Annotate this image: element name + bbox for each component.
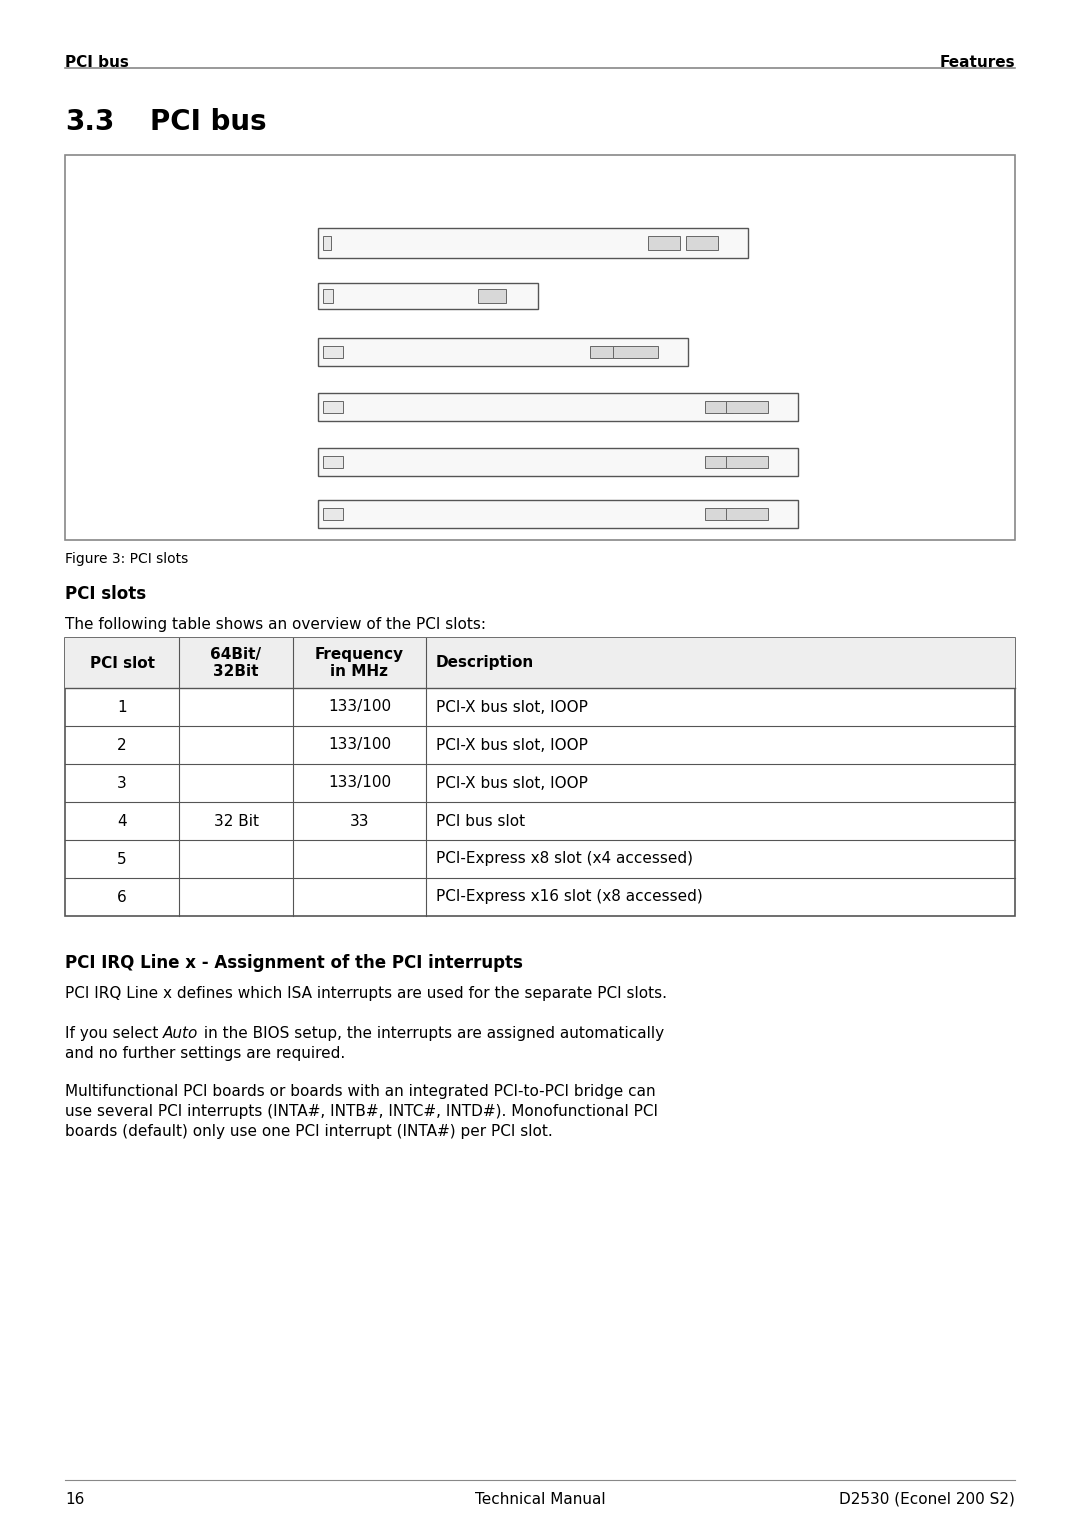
Bar <box>705 508 733 520</box>
Bar <box>705 456 733 468</box>
Bar <box>323 346 343 359</box>
Text: PCI-X bus slot, IOOP: PCI-X bus slot, IOOP <box>436 699 588 714</box>
Bar <box>318 394 798 421</box>
Text: Auto: Auto <box>163 1025 199 1041</box>
Bar <box>648 237 680 250</box>
Bar <box>323 401 343 414</box>
Bar <box>590 346 620 359</box>
Text: Figure 3: PCI slots: Figure 3: PCI slots <box>65 552 188 566</box>
Text: PCI bus: PCI bus <box>65 55 129 70</box>
Text: PCI-Express x16 slot (x8 accessed): PCI-Express x16 slot (x8 accessed) <box>436 890 703 905</box>
Text: Features: Features <box>940 55 1015 70</box>
Text: 2: 2 <box>118 737 126 752</box>
Bar <box>318 282 538 308</box>
Text: PCI-X bus slot, IOOP: PCI-X bus slot, IOOP <box>436 775 588 790</box>
Text: in the BIOS setup, the interrupts are assigned automatically: in the BIOS setup, the interrupts are as… <box>199 1025 664 1041</box>
Bar <box>726 508 768 520</box>
Bar <box>65 156 1015 540</box>
Bar <box>686 237 718 250</box>
Text: Frequency
in MHz: Frequency in MHz <box>315 647 404 679</box>
Text: D2530 (Econel 200 S2): D2530 (Econel 200 S2) <box>839 1492 1015 1508</box>
Text: PCI IRQ Line x defines which ISA interrupts are used for the separate PCI slots.: PCI IRQ Line x defines which ISA interru… <box>65 986 667 1001</box>
Text: 16: 16 <box>65 1492 84 1508</box>
Bar <box>323 456 343 468</box>
Bar <box>613 346 658 359</box>
Text: PCI-Express x8 slot (x4 accessed): PCI-Express x8 slot (x4 accessed) <box>436 852 693 867</box>
Text: PCI bus: PCI bus <box>150 108 267 136</box>
Text: The following table shows an overview of the PCI slots:: The following table shows an overview of… <box>65 617 486 632</box>
Text: If you select: If you select <box>65 1025 163 1041</box>
Text: boards (default) only use one PCI interrupt (INTA#) per PCI slot.: boards (default) only use one PCI interr… <box>65 1125 553 1138</box>
Text: Technical Manual: Technical Manual <box>475 1492 605 1508</box>
Text: use several PCI interrupts (INTA#, INTB#, INTC#, INTD#). Monofunctional PCI: use several PCI interrupts (INTA#, INTB#… <box>65 1103 658 1119</box>
Text: PCI slots: PCI slots <box>65 584 146 603</box>
Bar <box>65 638 1015 916</box>
Bar <box>318 337 688 366</box>
Text: Multifunctional PCI boards or boards with an integrated PCI-to-PCI bridge can: Multifunctional PCI boards or boards wit… <box>65 1083 656 1099</box>
Text: 3.3: 3.3 <box>65 108 114 136</box>
Bar <box>318 227 748 258</box>
Text: 64Bit/
32Bit: 64Bit/ 32Bit <box>211 647 261 679</box>
Text: PCI-X bus slot, IOOP: PCI-X bus slot, IOOP <box>436 737 588 752</box>
Text: PCI IRQ Line x - Assignment of the PCI interrupts: PCI IRQ Line x - Assignment of the PCI i… <box>65 954 523 972</box>
Text: Description: Description <box>436 656 535 670</box>
Bar <box>705 401 733 414</box>
Bar <box>323 508 343 520</box>
Text: 32 Bit: 32 Bit <box>214 813 258 829</box>
Bar <box>318 501 798 528</box>
Text: PCI bus slot: PCI bus slot <box>436 813 525 829</box>
Text: PCI slot: PCI slot <box>90 656 154 670</box>
Bar <box>318 449 798 476</box>
Text: 133/100: 133/100 <box>328 775 391 790</box>
Bar <box>323 288 333 304</box>
Text: 6: 6 <box>117 890 126 905</box>
Bar <box>65 638 1015 688</box>
Bar <box>726 401 768 414</box>
Text: and no further settings are required.: and no further settings are required. <box>65 1045 346 1061</box>
Text: 3: 3 <box>117 775 126 790</box>
Text: 133/100: 133/100 <box>328 737 391 752</box>
Text: 4: 4 <box>118 813 126 829</box>
Bar <box>478 288 507 304</box>
Text: 133/100: 133/100 <box>328 699 391 714</box>
Bar <box>726 456 768 468</box>
Text: 5: 5 <box>118 852 126 867</box>
Text: 33: 33 <box>350 813 369 829</box>
Bar <box>323 237 330 250</box>
Text: 1: 1 <box>118 699 126 714</box>
